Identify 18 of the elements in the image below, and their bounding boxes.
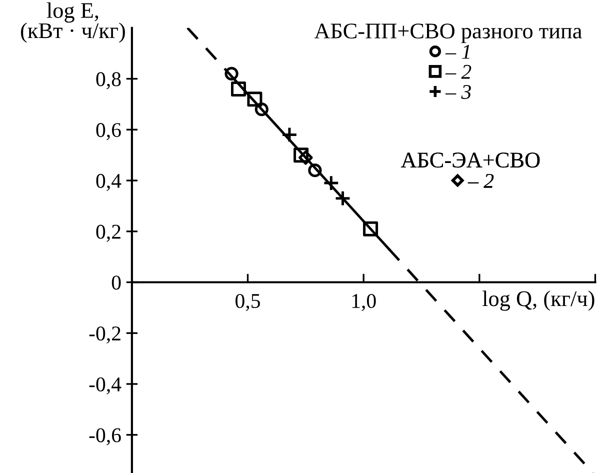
y-axis-title: log E, (кВт · ч/кг) (20, 2, 125, 43)
legend-label: – 2 (445, 64, 472, 79)
annotation: АБС-ПП+СВО разного типа (314, 24, 582, 44)
annotation: АБС-ЭА+СВО (400, 152, 540, 168)
legend-label: – 3 (445, 84, 471, 99)
legend-label: – 2 (468, 174, 494, 188)
y-tick-label: 0,6 (96, 123, 121, 140)
x-tick-label: 0,5 (236, 294, 260, 312)
y-tick-label: 0,8 (96, 72, 121, 90)
x-tick-label: 1,0 (352, 294, 376, 312)
y-tick-label: -0,4 (89, 377, 122, 394)
x-axis-title: log Q, (кг/ч) (482, 290, 594, 311)
y-tick-label: -0,2 (89, 326, 120, 344)
y-tick-label: -0,6 (89, 428, 121, 446)
legend-label: – 1 (445, 44, 470, 59)
y-tick-label: 0,4 (96, 174, 122, 191)
y-tick-label: 0 (112, 276, 121, 290)
y-tick-label: 0,2 (96, 224, 120, 242)
